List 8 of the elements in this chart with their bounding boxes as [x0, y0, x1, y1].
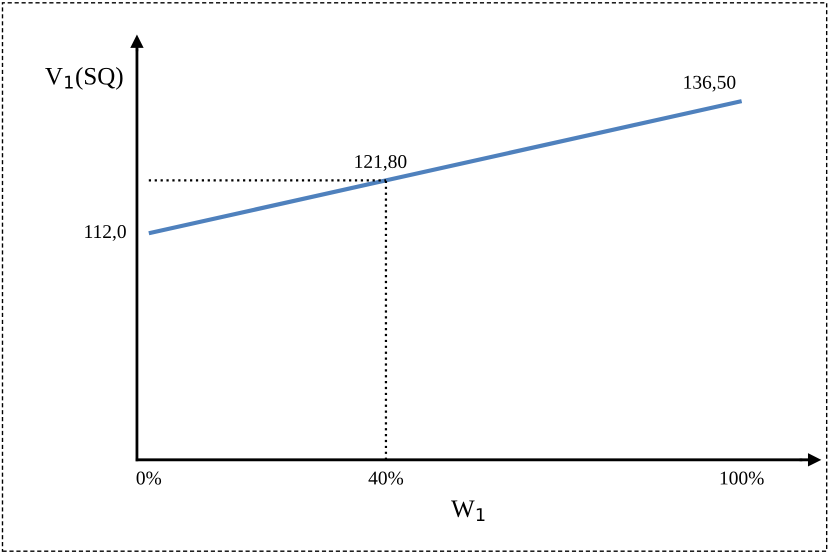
- data-label: 112,0: [85, 225, 126, 241]
- x-tick-label: 100%: [720, 471, 764, 485]
- y-axis-title: V$_{1}$(SQ): [45, 67, 123, 90]
- x-axis-title: W$_{1}$: [451, 500, 484, 521]
- data-label: 136,50: [684, 76, 736, 92]
- x-tick-label: 0%: [136, 471, 162, 485]
- x-tick-label: 40%: [368, 471, 404, 485]
- data-label: 121,80: [355, 154, 406, 171]
